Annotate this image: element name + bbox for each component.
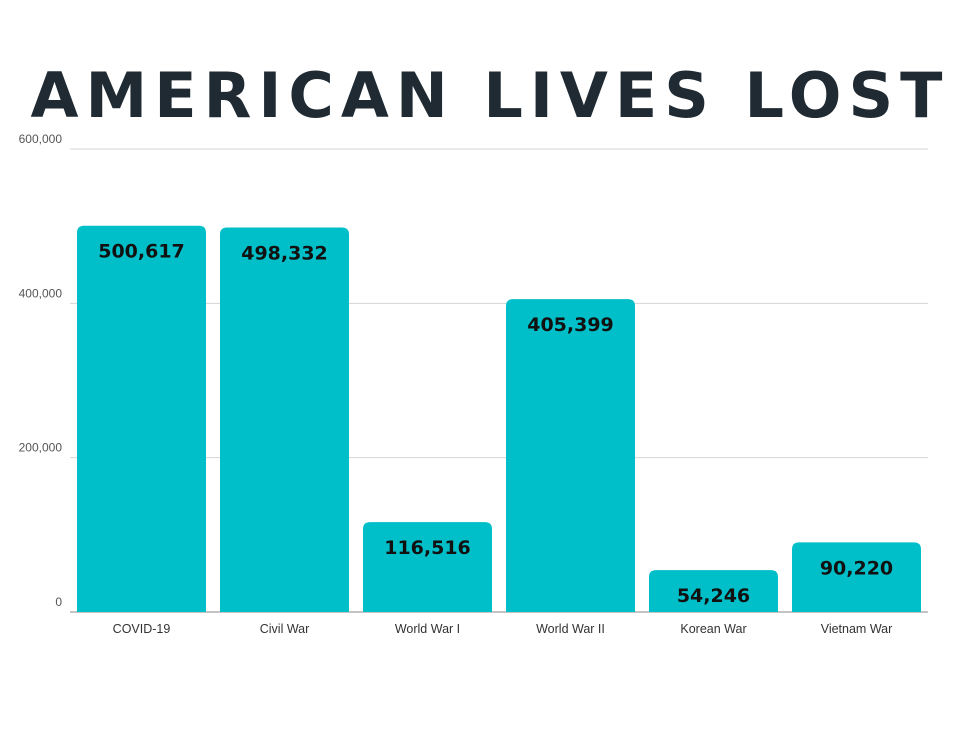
y-axis-ticks: 0 200,000 400,000 600,000: [19, 132, 63, 609]
bars: [77, 225, 921, 613]
data-label: 90,220: [820, 557, 893, 579]
bar: [220, 227, 349, 613]
bar: [363, 522, 492, 612]
data-label: 54,246: [677, 585, 750, 607]
y-tick-label: 400,000: [19, 286, 63, 300]
bar: [792, 542, 921, 612]
y-tick-label: 600,000: [19, 132, 63, 146]
x-axis-categories: COVID-19 Civil War World War I World War II…: [113, 622, 893, 636]
category-label: World War I: [395, 622, 460, 636]
data-label: 498,332: [241, 242, 328, 264]
bar: [506, 299, 635, 612]
bar: [649, 570, 778, 612]
category-label: Vietnam War: [821, 622, 893, 636]
gridlines: [70, 148, 928, 613]
data-label: 500,617: [98, 241, 185, 263]
chart-title: AMERICAN LIVES LOST: [30, 59, 950, 132]
category-label: COVID-19: [113, 622, 171, 636]
y-tick-label: 200,000: [19, 441, 63, 455]
category-label: Korean War: [680, 622, 746, 636]
category-label: Civil War: [260, 622, 310, 636]
y-tick-label: 0: [55, 595, 62, 609]
category-label: World War II: [536, 622, 605, 636]
data-label: 405,399: [527, 314, 614, 336]
data-label: 116,516: [384, 537, 471, 559]
bar: [77, 225, 206, 612]
data-labels: 500,617 498,332 116,516 405,399 54,246 90,220: [98, 241, 893, 607]
